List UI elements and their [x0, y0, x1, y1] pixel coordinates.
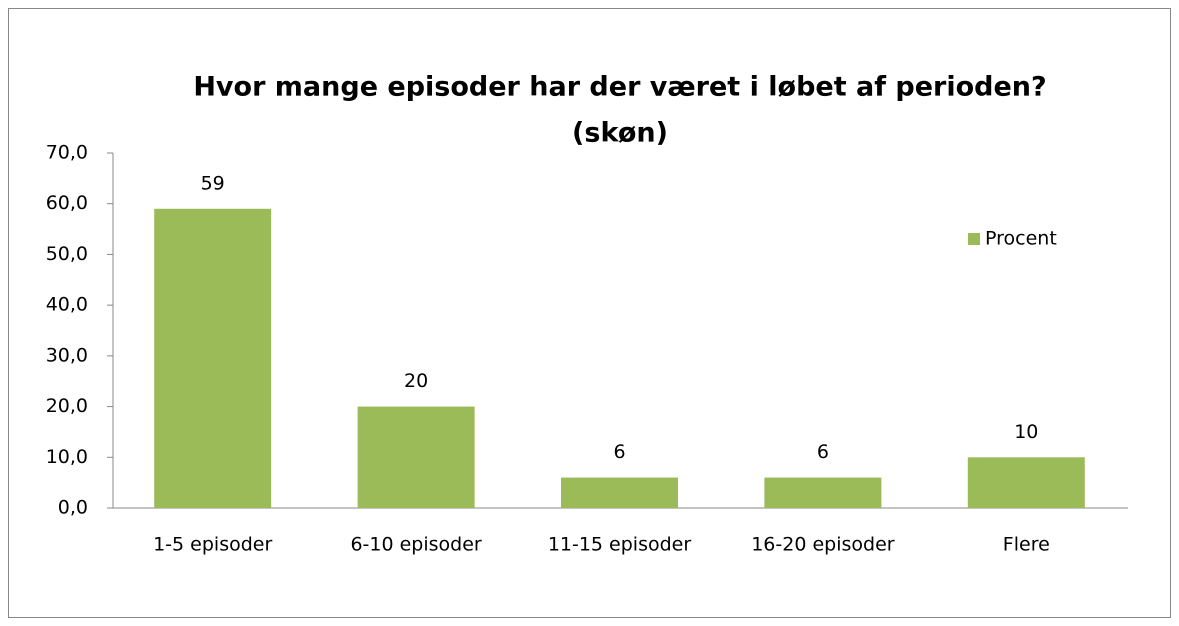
- data-label: 10: [1014, 421, 1038, 443]
- y-tick-label: 40,0: [46, 294, 88, 316]
- bar: [561, 477, 678, 508]
- data-label: 6: [613, 441, 625, 463]
- data-label: 59: [201, 172, 225, 194]
- y-tick-label: 10,0: [46, 446, 88, 468]
- legend-label: Procent: [985, 228, 1057, 250]
- x-tick-label: Flere: [1003, 534, 1050, 556]
- y-tick-label: 0,0: [58, 497, 88, 519]
- x-tick-label: 11-15 episoder: [548, 534, 692, 556]
- y-tick-label: 20,0: [46, 395, 88, 417]
- data-label: 6: [817, 441, 829, 463]
- y-tick-label: 30,0: [46, 344, 88, 366]
- chart-title: Hvor mange episoder har der været i løbe…: [193, 72, 1046, 103]
- x-tick-label: 1-5 episoder: [153, 534, 272, 556]
- x-tick-label: 16-20 episoder: [751, 534, 895, 556]
- chart-title: (skøn): [572, 118, 668, 149]
- y-tick-label: 60,0: [46, 192, 88, 214]
- bar: [967, 457, 1085, 508]
- bar: [357, 406, 475, 508]
- legend-swatch: [968, 233, 980, 245]
- y-tick-label: 50,0: [46, 243, 88, 265]
- y-tick-label: 70,0: [46, 142, 88, 164]
- bar: [154, 208, 272, 509]
- data-label: 20: [404, 370, 428, 392]
- bar: [764, 477, 882, 508]
- x-tick-label: 6-10 episoder: [350, 534, 481, 556]
